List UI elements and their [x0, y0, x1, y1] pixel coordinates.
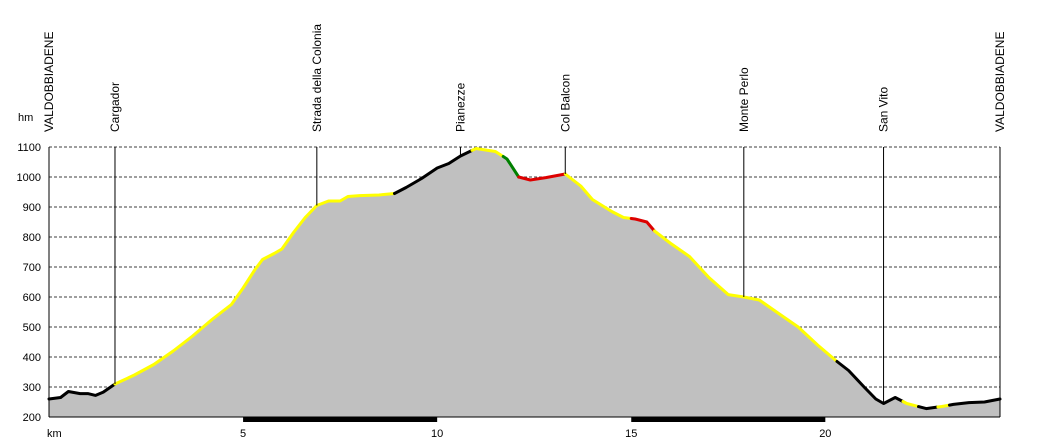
waypoint-label-3: Pianezze [453, 82, 467, 132]
profile-segment-4 [501, 155, 521, 179]
waypoint-label-1: Cargador [108, 82, 122, 132]
profile-segment-5 [517, 172, 567, 182]
profile-segment-6 [563, 172, 633, 220]
elevation-line [47, 147, 1002, 411]
waypoint-label-2: Strada della Colonia [310, 24, 324, 132]
profile-segment-12 [936, 403, 951, 409]
y-tick-label-500: 500 [23, 322, 41, 334]
x-tick-label-5: 5 [240, 428, 246, 440]
waypoint-label-7: VALDOBBIADENE [993, 32, 1007, 132]
profile-segment-7 [629, 217, 656, 233]
profile-segment-0 [47, 382, 117, 401]
y-tick-label-300: 300 [23, 382, 41, 394]
x-tick-label-10: 10 [431, 428, 443, 440]
waypoint-label-6: San Vito [877, 87, 891, 132]
x-tick-label-15: 15 [625, 428, 637, 440]
profile-segment-3 [470, 147, 505, 158]
y-tick-label-400: 400 [23, 352, 41, 364]
waypoints: VALDOBBIADENE Cargador Strada della Coloni… [42, 24, 1007, 404]
profile-segment-13 [948, 397, 1002, 407]
y-axis-unit-label: hm [18, 112, 33, 124]
y-tick-label-600: 600 [23, 292, 41, 304]
elevation-fill [49, 148, 1000, 417]
profile-segment-1 [113, 192, 396, 386]
waypoint-label-4: Col Balcon [558, 74, 572, 132]
x-scale-bar-0 [243, 417, 438, 422]
waypoint-label-5: Monte Perlo [737, 67, 751, 132]
y-tick-label-200: 200 [23, 412, 41, 424]
y-tick-label-800: 800 [23, 232, 41, 244]
profile-segment-9 [835, 360, 905, 405]
profile-segment-11 [917, 405, 940, 411]
y-tick-label-700: 700 [23, 262, 41, 274]
y-tick-label-1100: 1100 [17, 142, 41, 154]
profile-segment-10 [901, 400, 920, 409]
x-tick-label-20: 20 [819, 428, 831, 440]
y-tick-label-900: 900 [23, 202, 41, 214]
y-tick-label-1000: 1000 [17, 172, 41, 184]
waypoint-label-0: VALDOBBIADENE [42, 32, 56, 132]
x-axis-unit-label: km [47, 428, 62, 440]
axes: 200 300 400 500 600 700 800 900 1000 1100 5 10 15 20 [17, 142, 1001, 440]
x-scale-bar-1 [631, 417, 826, 422]
elevation-area [49, 148, 1000, 417]
